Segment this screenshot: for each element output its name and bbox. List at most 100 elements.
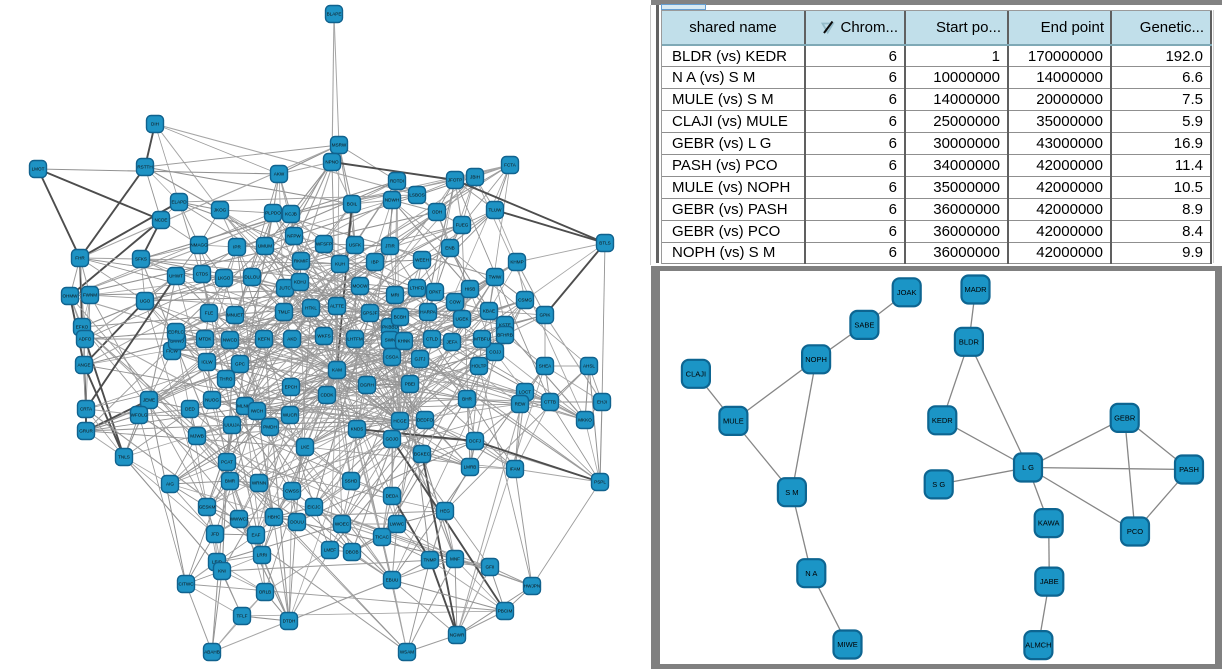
svg-text:CITWC: CITWC <box>178 582 194 587</box>
svg-text:BTLS: BTLS <box>599 241 611 246</box>
svg-text:LMOT: LMOT <box>32 167 45 172</box>
svg-text:OHMW: OHMW <box>62 294 78 299</box>
svg-text:AIG: AIG <box>166 482 174 487</box>
svg-text:PKBBD: PKBBD <box>382 325 398 330</box>
svg-text:KNI: KNI <box>218 569 226 574</box>
svg-text:RKMIF: RKMIF <box>294 259 308 264</box>
svg-text:UGO: UGO <box>140 299 151 304</box>
svg-text:DGRH: DGRH <box>360 383 374 388</box>
svg-text:NGWR: NGWR <box>450 633 465 638</box>
svg-text:NDWH: NDWH <box>385 198 399 203</box>
svg-text:RSTTH: RSTTH <box>137 165 152 170</box>
svg-text:IBP: IBP <box>371 260 378 265</box>
svg-text:KDHJ: KDHJ <box>294 280 306 285</box>
svg-text:WFOLG: WFOLG <box>131 413 148 418</box>
svg-text:NPNO: NPNO <box>325 160 339 165</box>
svg-text:PSPL: PSPL <box>594 480 606 485</box>
svg-text:NFPW: NFPW <box>287 234 301 239</box>
svg-text:KEFN: KEFN <box>258 337 270 342</box>
svg-text:KAM: KAM <box>332 368 342 373</box>
svg-text:GFII: GFII <box>486 565 495 570</box>
svg-text:KNDS: KNDS <box>351 427 364 432</box>
svg-text:CWSS: CWSS <box>285 489 299 494</box>
svg-text:GESKM: GESKM <box>199 505 216 510</box>
svg-text:GJTJ: GJTJ <box>415 357 426 362</box>
svg-text:DOUU: DOUU <box>290 520 304 525</box>
svg-text:UMUM: UMUM <box>258 244 272 249</box>
svg-text:ENB: ENB <box>445 246 454 251</box>
svg-text:TWIW: TWIW <box>489 275 502 280</box>
svg-text:NCDE: NCDE <box>154 218 167 223</box>
svg-text:L G: L G <box>1022 463 1034 472</box>
svg-text:WEEH: WEEH <box>415 258 429 263</box>
svg-text:CTLD: CTLD <box>426 337 439 342</box>
svg-text:PLPDO: PLPDO <box>265 211 281 216</box>
svg-text:EBUU: EBUU <box>386 578 399 583</box>
svg-text:MJWB: MJWB <box>190 434 204 439</box>
svg-text:PMDH: PMDH <box>263 425 277 430</box>
svg-text:BFHRB: BFHRB <box>497 333 513 338</box>
svg-text:AKD: AKD <box>287 337 297 342</box>
svg-text:LKE: LKE <box>301 445 310 450</box>
svg-text:N A: N A <box>805 569 817 578</box>
svg-text:BHR: BHR <box>462 397 472 402</box>
svg-text:TNMP: TNMP <box>423 558 436 563</box>
svg-text:HBHC: HBHC <box>267 515 281 520</box>
svg-text:LHTFM: LHTFM <box>347 337 362 342</box>
svg-text:UHWT: UHWT <box>169 274 183 279</box>
svg-text:MADR: MADR <box>964 285 987 294</box>
svg-text:NUOG: NUOG <box>205 398 219 403</box>
svg-text:KHNK: KHNK <box>398 339 412 344</box>
svg-text:WWWCJ: WWWCJ <box>230 517 249 522</box>
svg-text:MTBFU: MTBFU <box>474 337 490 342</box>
svg-text:HWJPN: HWJPN <box>524 584 540 589</box>
svg-text:HCGE: HCGE <box>393 419 406 424</box>
svg-text:GPIK: GPIK <box>540 313 552 318</box>
svg-text:EPCH: EPCH <box>285 385 298 390</box>
svg-text:ALTTE: ALTTE <box>330 304 344 309</box>
svg-text:DEDA: DEDA <box>386 494 400 499</box>
svg-text:BGKEC: BGKEC <box>414 452 431 457</box>
svg-text:ADFO: ADFO <box>79 337 92 342</box>
svg-text:PBCIM: PBCIM <box>498 609 513 614</box>
svg-text:LKGO: LKGO <box>218 276 231 281</box>
svg-text:WSAM: WSAM <box>400 650 414 655</box>
svg-text:PASH: PASH <box>1179 465 1199 474</box>
svg-text:JUTC: JUTC <box>279 286 291 291</box>
svg-text:SHEA: SHEA <box>539 364 552 369</box>
svg-text:EHJI: EHJI <box>597 400 607 405</box>
svg-text:TNLS: TNLS <box>118 455 130 460</box>
svg-text:EAF: EAF <box>252 533 261 538</box>
svg-text:BLDR: BLDR <box>959 337 980 346</box>
svg-text:JTIR: JTIR <box>385 244 395 249</box>
svg-text:GOJO: GOJO <box>385 437 398 442</box>
svg-text:ODH: ODH <box>432 210 442 215</box>
svg-text:PCO: PCO <box>1127 527 1143 536</box>
svg-text:KHMP: KHMP <box>510 260 523 265</box>
svg-text:UUUJA: UUUJA <box>224 423 240 428</box>
svg-text:WRNN: WRNN <box>252 481 266 486</box>
svg-text:MULE: MULE <box>723 417 744 426</box>
svg-text:KCJB: KCJB <box>285 212 297 217</box>
svg-text:FCTA: FCTA <box>504 163 517 168</box>
svg-text:KSTE: KSTE <box>499 323 511 328</box>
svg-text:RDTDI: RDTDI <box>390 179 404 184</box>
svg-text:BCBH: BCBH <box>394 315 407 320</box>
svg-text:HTKL: HTKL <box>305 306 317 311</box>
svg-text:ABAHB: ABAHB <box>204 650 220 655</box>
svg-text:ANGE: ANGE <box>77 363 90 368</box>
svg-text:DCFJ: DCFJ <box>469 439 481 444</box>
svg-text:TLUW: TLUW <box>488 208 502 213</box>
svg-text:SWN: SWN <box>385 338 396 343</box>
svg-text:DBOB: DBOB <box>345 550 358 555</box>
svg-text:CLAJI: CLAJI <box>686 369 706 378</box>
svg-text:LSBOS: LSBOS <box>409 193 424 198</box>
svg-text:MNF: MNF <box>450 557 460 562</box>
svg-text:GRUR: GRUR <box>79 429 93 434</box>
svg-text:THRO: THRO <box>219 377 232 382</box>
svg-text:EICJC: EICJC <box>307 505 321 510</box>
svg-text:BMR: BMR <box>225 479 236 484</box>
svg-text:NMAGG: NMAGG <box>190 243 208 248</box>
svg-text:JBIH: JBIH <box>470 175 480 180</box>
svg-text:CRTA: CRTA <box>80 407 93 412</box>
